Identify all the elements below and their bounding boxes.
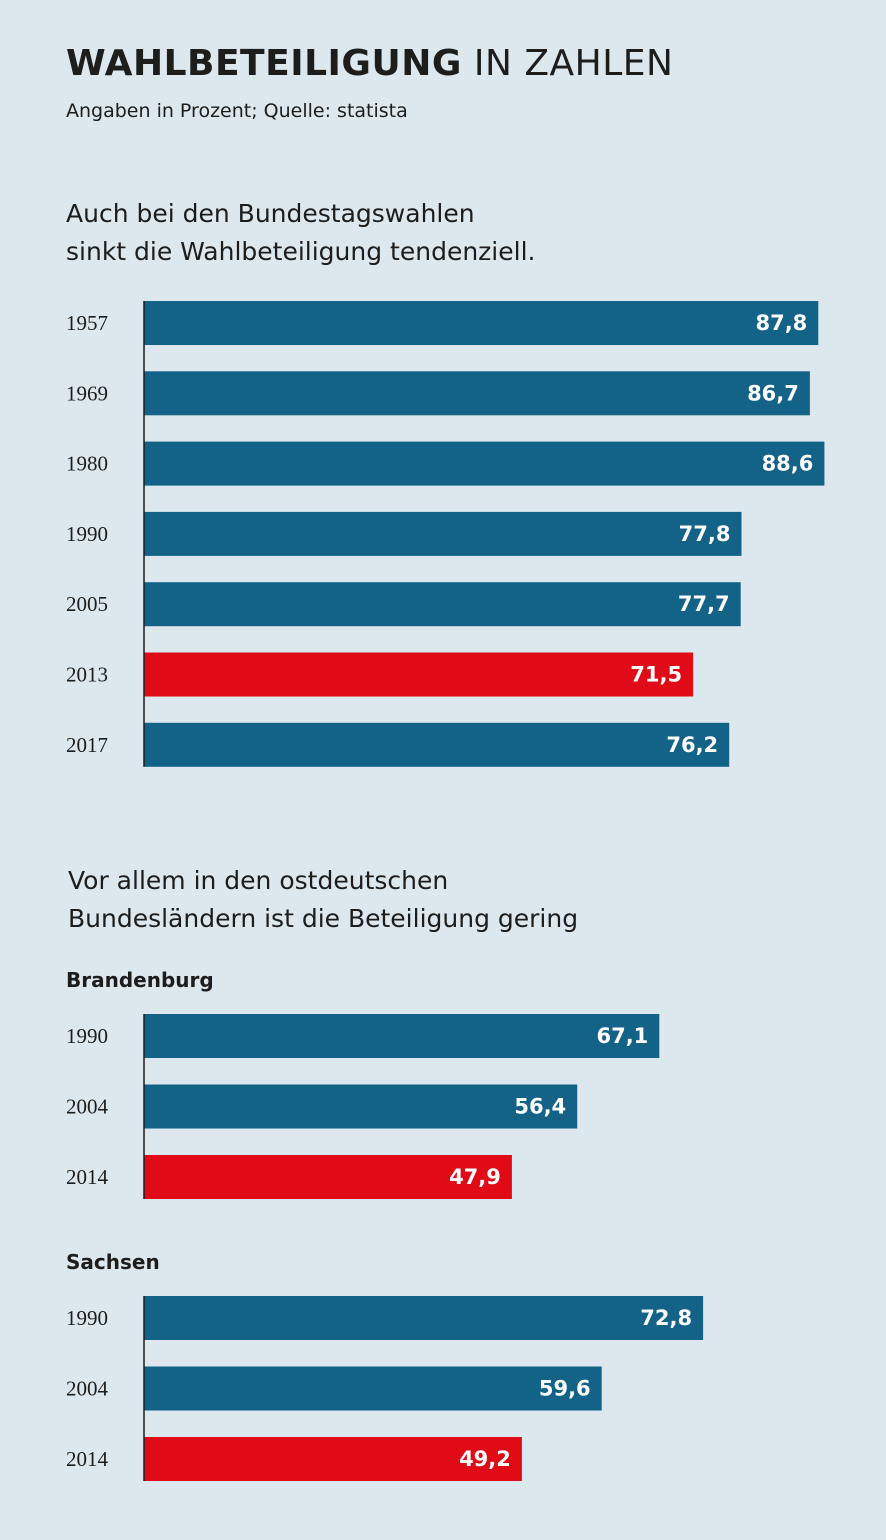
year-label-1990: 1990 (66, 1306, 108, 1330)
value-label-2014: 49,2 (459, 1447, 511, 1471)
bar-2013 (144, 652, 694, 697)
year-label-1980: 1980 (66, 452, 108, 476)
bar-2014 (144, 1437, 522, 1481)
brandenburg-chart: 1990 67,1 2004 56,4 2014 47,9 (66, 1014, 660, 1199)
section1-description: Auch bei den Bundestagswahlen sinkt die … (66, 195, 535, 271)
year-label-2004: 2004 (66, 1095, 109, 1119)
year-label-2005: 2005 (66, 592, 108, 616)
bar-1990 (144, 1014, 660, 1058)
bar-1969 (144, 371, 810, 416)
year-label-1957: 1957 (66, 311, 108, 335)
title-bold-part: WAHLBETEILIGUNG (66, 43, 462, 84)
value-label-1990: 77,8 (679, 522, 731, 546)
section2-description: Vor allem in den ostdeutschen Bundesländ… (68, 862, 578, 938)
sachsen-label: Sachsen (66, 1250, 160, 1274)
bar-2005 (144, 582, 741, 627)
chart-subtitle: Angaben in Prozent; Quelle: statista (66, 100, 408, 122)
brandenburg-label: Brandenburg (66, 968, 214, 992)
year-label-1969: 1969 (66, 381, 108, 405)
title-light-part: IN ZAHLEN (473, 43, 674, 84)
value-label-2004: 59,6 (539, 1377, 591, 1401)
value-label-1957: 87,8 (755, 311, 807, 335)
year-label-2014: 2014 (66, 1447, 109, 1471)
section1-line2: sinkt die Wahlbeteiligung tendenziell. (66, 237, 536, 266)
value-label-2004: 56,4 (514, 1095, 566, 1119)
value-label-1980: 88,6 (762, 452, 814, 476)
bundestag-chart: 1957 87,8 1969 86,7 1980 88,6 1990 77,8 2005 77,7… (66, 301, 825, 767)
bar-2004 (144, 1366, 602, 1411)
bar-2017 (144, 722, 730, 767)
value-label-2014: 47,9 (449, 1165, 501, 1189)
section2-line2: Bundesländern ist die Beteiligung gering (68, 904, 579, 933)
year-label-2014: 2014 (66, 1165, 109, 1189)
section1-line1: Auch bei den Bundestagswahlen (66, 199, 475, 228)
year-label-2004: 2004 (66, 1377, 109, 1401)
value-label-2005: 77,7 (678, 592, 730, 616)
bar-1990 (144, 1296, 704, 1340)
chart-title: WAHLBETEILIGUNG IN ZAHLEN (66, 40, 673, 88)
bar-1980 (144, 441, 825, 486)
section2-line1: Vor allem in den ostdeutschen (68, 866, 449, 895)
value-label-2017: 76,2 (666, 733, 718, 757)
year-label-1990: 1990 (66, 522, 108, 546)
value-label-1990: 67,1 (596, 1024, 648, 1048)
year-label-1990: 1990 (66, 1024, 108, 1048)
sachsen-chart: 1990 72,8 2004 59,6 2014 49,2 (66, 1296, 704, 1481)
bar-2014 (144, 1155, 512, 1199)
year-label-2017: 2017 (66, 733, 108, 757)
value-label-1969: 86,7 (747, 381, 799, 405)
value-label-1990: 72,8 (640, 1306, 692, 1330)
value-label-2013: 71,5 (630, 663, 682, 687)
bar-2004 (144, 1084, 578, 1129)
bar-1990 (144, 511, 742, 556)
bar-1957 (144, 301, 819, 345)
year-label-2013: 2013 (66, 663, 108, 687)
